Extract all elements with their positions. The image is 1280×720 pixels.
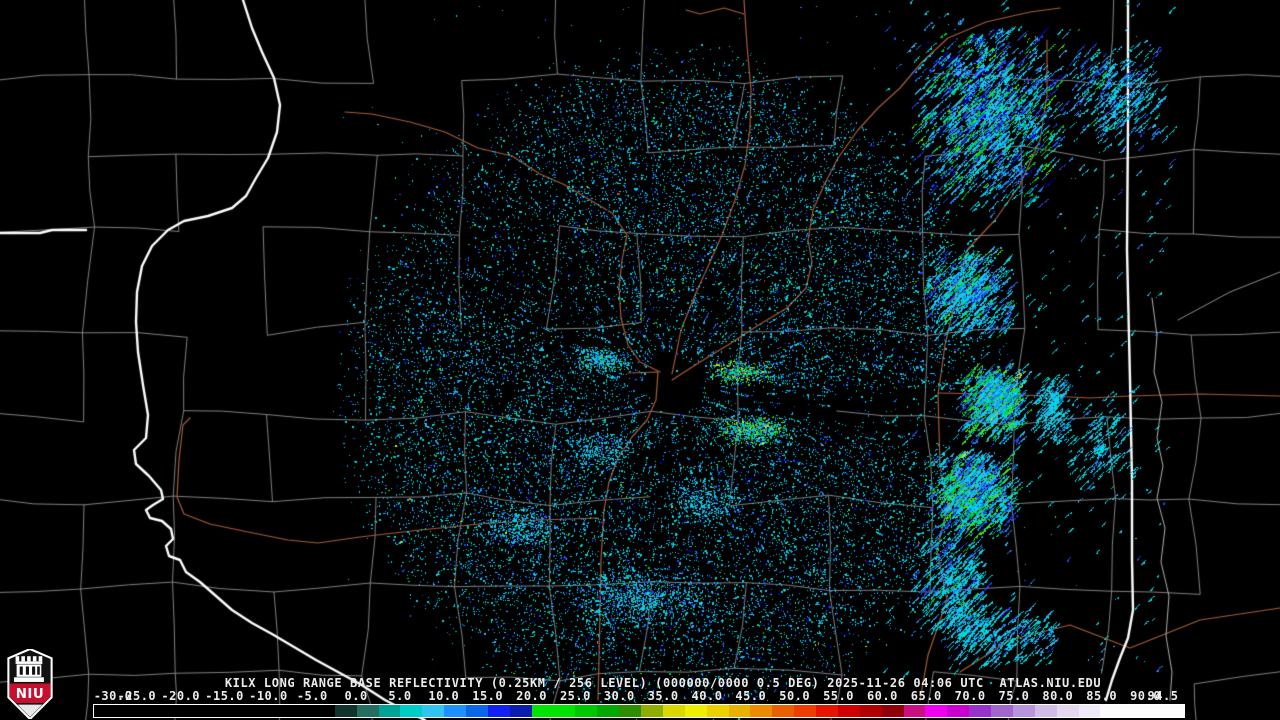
- niu-logo: NIU: [7, 649, 53, 719]
- niu-red-band: [9, 683, 51, 704]
- niu-logo-text: NIU: [16, 687, 45, 702]
